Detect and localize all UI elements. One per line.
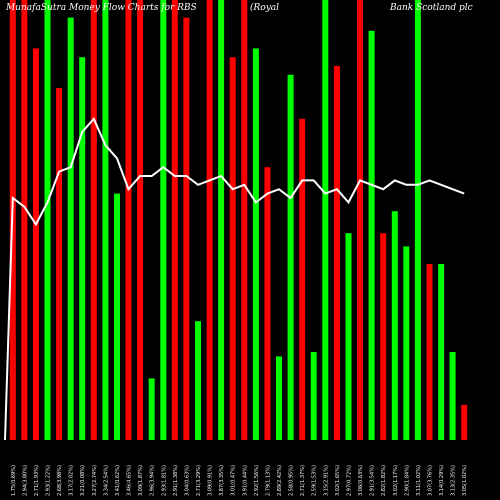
x-label-38: 3.14(0.29%) bbox=[439, 465, 445, 496]
bar-25 bbox=[287, 74, 294, 441]
bar-36 bbox=[414, 0, 421, 440]
bar-20 bbox=[229, 57, 236, 440]
bar-13 bbox=[148, 378, 155, 440]
bar-16 bbox=[183, 17, 190, 440]
x-label-10: 3.41(0.62%) bbox=[115, 465, 121, 496]
x-label-36: 3.11(1.02%) bbox=[416, 465, 422, 496]
bar-29 bbox=[333, 66, 340, 440]
x-label-9: 3.34(2.54%) bbox=[103, 465, 109, 496]
bar-15 bbox=[171, 0, 178, 440]
bar-35 bbox=[403, 246, 410, 440]
x-label-24: 2.89(2.42%) bbox=[277, 465, 283, 496]
x-label-28: 3.15(2.91%) bbox=[323, 465, 329, 496]
bar-37 bbox=[426, 264, 433, 440]
x-label-4: 2.93(1.22%) bbox=[46, 465, 52, 496]
bar-5 bbox=[56, 88, 63, 440]
x-label-6: 3.17(2.02%) bbox=[69, 465, 75, 496]
x-label-40: 3.05(1.02%) bbox=[462, 465, 468, 496]
x-label-34: 3.02(1.17%) bbox=[393, 465, 399, 496]
x-label-29: 3.02(1.65%) bbox=[335, 465, 341, 496]
bar-10 bbox=[114, 193, 120, 440]
x-label-16: 3.04(0.63%) bbox=[184, 465, 190, 496]
x-label-20: 3.01(0.47%) bbox=[231, 465, 237, 496]
x-label-37: 3.07(3.76%) bbox=[428, 465, 434, 496]
bar-9 bbox=[102, 0, 109, 440]
bar-30 bbox=[345, 233, 352, 440]
bar-3 bbox=[32, 48, 39, 441]
x-label-26: 2.71(1.37%) bbox=[300, 465, 306, 496]
bar-33 bbox=[380, 233, 387, 440]
bar-28 bbox=[322, 0, 329, 440]
x-label-35: 2.90(1.84%) bbox=[404, 465, 410, 496]
x-label-11: 3.46(4.65%) bbox=[127, 465, 133, 496]
x-label-19: 3.87(3.35%) bbox=[219, 465, 225, 496]
x-label-15: 2.91(1.38%) bbox=[173, 465, 179, 496]
chart-title-right: Bank Scotland plc bbox=[390, 3, 473, 13]
bar-19 bbox=[218, 0, 225, 440]
bar-39 bbox=[449, 352, 456, 440]
x-label-14: 2.93(1.81%) bbox=[161, 465, 167, 496]
bar-6 bbox=[67, 17, 74, 440]
x-label-8: 3.27(2.74%) bbox=[92, 465, 98, 496]
x-label-17: 2.71(3.29%) bbox=[196, 465, 202, 496]
bar-14 bbox=[160, 0, 167, 440]
bar-31 bbox=[357, 0, 363, 440]
x-label-5: 2.68(3.98%) bbox=[57, 465, 63, 496]
x-label-7: 3.21(0.08%) bbox=[80, 465, 86, 496]
x-label-18: 3.09(0.91%) bbox=[208, 465, 214, 496]
bar-40 bbox=[461, 404, 468, 440]
bar-4 bbox=[44, 0, 51, 440]
bar-18 bbox=[206, 0, 213, 440]
bar-27 bbox=[310, 352, 317, 440]
x-label-3: 2.71(1.93%) bbox=[34, 465, 40, 496]
x-label-33: 2.82(1.82%) bbox=[381, 465, 387, 496]
bar-32 bbox=[368, 30, 375, 441]
x-label-30: 2.97(0.72%) bbox=[347, 465, 353, 496]
x-label-39: 3.13(2.35%) bbox=[451, 465, 457, 496]
x-label-32: 2.91(3.54%) bbox=[370, 465, 376, 496]
x-label-2: 2.94(3.80%) bbox=[22, 465, 28, 496]
x-label-31: 3.06(0.63%) bbox=[358, 465, 364, 496]
x-label-22: 2.92(1.56%) bbox=[254, 465, 260, 496]
bar-17 bbox=[195, 321, 201, 440]
bar-22 bbox=[252, 48, 259, 441]
bar-2 bbox=[21, 0, 28, 440]
bar-23 bbox=[264, 167, 271, 440]
bar-34 bbox=[391, 211, 398, 440]
x-label-27: 2.59(1.53%) bbox=[312, 465, 318, 496]
bar-26 bbox=[299, 118, 306, 441]
chart-title-left: MunafaSutra Money Flow Charts for RBS bbox=[6, 3, 197, 13]
x-label-21: 3.91(0.44%) bbox=[242, 465, 248, 496]
x-label-12: 3.09(1.87%) bbox=[138, 465, 144, 496]
bar-7 bbox=[79, 57, 86, 440]
bar-21 bbox=[241, 0, 248, 440]
bar-8 bbox=[90, 0, 97, 440]
bar-38 bbox=[438, 264, 445, 440]
chart-title-middle: (Royal bbox=[250, 3, 280, 13]
money-flow-line bbox=[4, 116, 465, 441]
bar-12 bbox=[137, 0, 144, 440]
x-label-13: 2.96(3.94%) bbox=[150, 465, 156, 496]
bar-24 bbox=[276, 356, 282, 440]
x-label-23: 2.79(1.13%) bbox=[265, 465, 271, 496]
x-label-25: 2.58(0.95%) bbox=[289, 465, 295, 496]
x-label-1: 1.75(0.69%) bbox=[11, 465, 17, 496]
bar-11 bbox=[125, 0, 132, 440]
